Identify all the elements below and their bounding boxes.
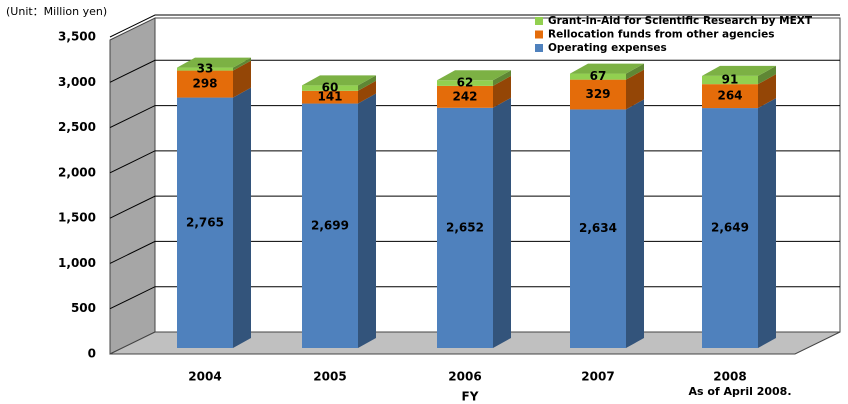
bar-top — [177, 57, 251, 68]
left-wall — [109, 17, 156, 355]
y-tick-label: 2,000 — [58, 165, 96, 179]
value-label: 329 — [585, 87, 610, 101]
note: As of April 2008. — [688, 385, 791, 398]
bar-front — [302, 103, 358, 348]
value-label: 2,649 — [711, 221, 749, 235]
bar-side — [233, 87, 251, 348]
bar-segment — [437, 75, 511, 108]
value-label: 2,699 — [311, 218, 349, 232]
legend-swatch — [535, 44, 543, 52]
bar-segment — [570, 99, 644, 348]
bar-side — [626, 63, 644, 80]
value-label: 67 — [590, 69, 607, 83]
bar-side — [758, 98, 776, 348]
bar-side — [758, 65, 776, 85]
bar-front — [437, 85, 493, 108]
x-tick-label: 2008 — [713, 370, 746, 384]
bar-segment — [302, 80, 376, 104]
bar-top — [570, 63, 644, 74]
bar-segment — [570, 69, 644, 110]
value-label: 33 — [197, 62, 214, 76]
bar-front — [570, 79, 626, 110]
bar-top — [702, 65, 776, 76]
value-label: 242 — [452, 89, 477, 103]
value-label: 298 — [192, 77, 217, 91]
x-axis-title: FY — [462, 390, 479, 404]
bar-segment — [177, 60, 251, 98]
value-label: 91 — [722, 73, 739, 87]
bar-front — [702, 75, 758, 85]
bar-segment — [702, 65, 776, 85]
bar-front — [437, 107, 493, 349]
legend-label: Operating expenses — [548, 42, 667, 54]
y-tick-label: 1,500 — [58, 211, 96, 225]
legend-label: Grant-in-Aid for Scientific Research by … — [548, 15, 813, 27]
bar-front — [302, 90, 358, 104]
bar-front — [177, 70, 233, 98]
x-tick-label: 2006 — [448, 370, 481, 384]
x-tick-label: 2004 — [188, 370, 221, 384]
bar-side — [493, 70, 511, 86]
bar-side — [233, 60, 251, 98]
x-tick-label: 2007 — [581, 370, 614, 384]
grid-line — [109, 14, 840, 38]
y-tick-label: 2,500 — [58, 120, 96, 134]
value-label: 2,652 — [446, 220, 484, 234]
bar-side — [358, 80, 376, 104]
value-label: 264 — [717, 89, 742, 103]
bar-front — [702, 84, 758, 109]
bar-front — [570, 109, 626, 348]
y-tick-label: 3,500 — [58, 30, 96, 44]
bar-side — [358, 93, 376, 348]
bar-segment — [570, 63, 644, 80]
bar-segment — [702, 98, 776, 348]
bar-segment — [177, 57, 251, 71]
y-tick-label: 1,000 — [58, 256, 96, 270]
x-tick-label: 2005 — [313, 370, 346, 384]
bar-side — [493, 97, 511, 349]
legend-swatch — [535, 30, 543, 39]
bar-front — [437, 80, 493, 86]
bar-front — [177, 97, 233, 348]
value-label: 2,634 — [579, 221, 617, 235]
bar-front — [702, 108, 758, 348]
bar-top — [437, 70, 511, 81]
bar-front — [302, 85, 358, 91]
bar-segment — [437, 70, 511, 86]
bar-side — [626, 69, 644, 110]
value-label: 62 — [457, 76, 474, 90]
bar-segment — [702, 74, 776, 109]
value-label: 141 — [317, 90, 342, 104]
y-tick-label: 500 — [71, 301, 96, 315]
legend-swatch — [535, 17, 543, 25]
bar-front — [177, 67, 233, 71]
bar-top — [302, 75, 376, 86]
bar-segment — [437, 97, 511, 349]
bar-segment — [177, 87, 251, 348]
grid-line — [109, 59, 840, 83]
bar-side — [626, 99, 644, 348]
bar-side — [233, 57, 251, 71]
unit-label: (Unit：Million yen) — [6, 5, 107, 18]
bar-side — [758, 74, 776, 109]
bar-side — [493, 75, 511, 108]
value-label: 2,765 — [186, 215, 224, 229]
bar-front — [570, 73, 626, 80]
bar-side — [358, 75, 376, 91]
y-tick-label: 3,000 — [58, 75, 96, 89]
legend-label: Rellocation funds from other agencies — [548, 29, 774, 41]
y-tick-label: 0 — [88, 347, 96, 361]
bar-segment — [302, 93, 376, 348]
value-label: 60 — [322, 81, 339, 95]
bar-segment — [302, 75, 376, 91]
